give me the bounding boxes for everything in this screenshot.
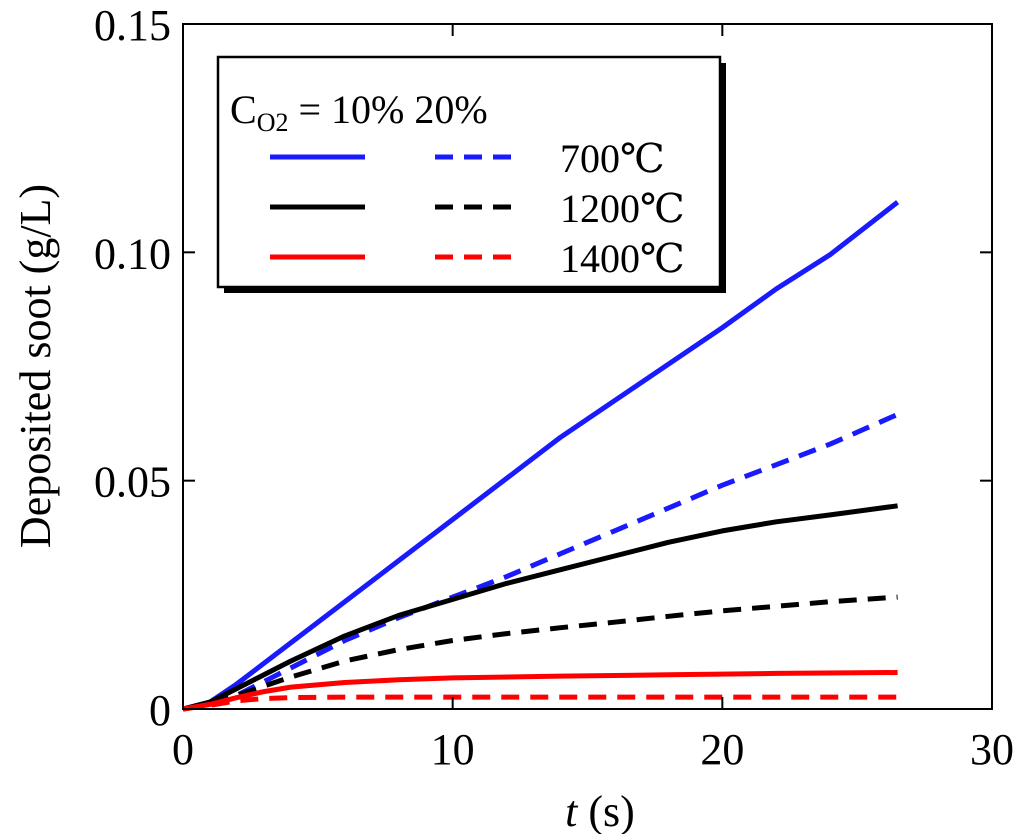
legend-700-label: 700℃ [560,136,665,181]
series-line-5 [182,670,898,712]
series-line-3 [182,503,898,712]
tick-layer: 0 10 20 30 0 0.05 0.10 0.15 [94,1,1014,774]
x-tick-label: 10 [431,725,475,774]
series-line-1 [182,200,900,712]
x-axis-title: t (s) [565,787,635,834]
y-tick-label: 0.05 [94,458,171,507]
y-tick-label: 0.10 [94,229,171,278]
y-axis-title: Deposited soot (g/L) [11,184,60,548]
series-line-2 [182,412,899,712]
y-tick-label: 0 [149,686,171,735]
x-tick-label: 30 [970,725,1014,774]
series-layer [182,200,900,712]
plot-frame [182,23,993,710]
legend-1200-label: 1200℃ [560,186,685,231]
legend-box [216,55,722,289]
series-line-4 [182,594,898,712]
y-tick-label: 0.15 [94,1,171,50]
legend-header: CO2 = 10% 20% [230,87,488,137]
series-line-6 [182,694,898,712]
x-tick-label: 0 [172,725,194,774]
x-tick-label: 20 [700,725,744,774]
legend: CO2 = 10% 20% 700℃ 1200℃ 1400℃ [216,55,726,293]
legend-1400-label: 1400℃ [560,236,685,281]
